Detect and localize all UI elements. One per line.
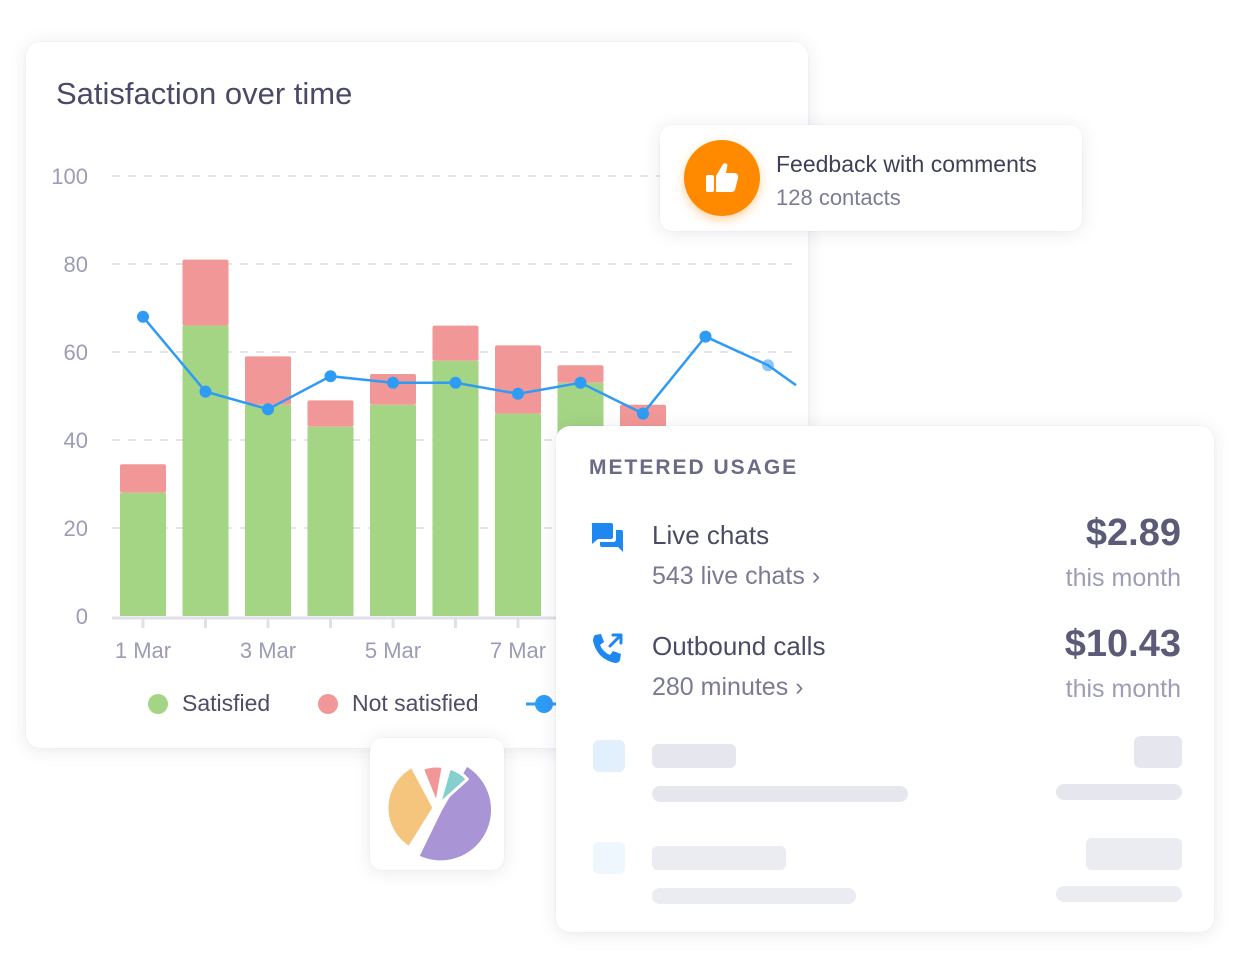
feedback-card[interactable]: Feedback with comments 128 contacts — [660, 125, 1082, 231]
outbound-calls-link[interactable]: 280 minutes › — [652, 673, 804, 701]
legend-swatch-satisfied — [148, 693, 168, 714]
feedback-title: Feedback with comments — [776, 151, 1037, 177]
trend-point[interactable] — [762, 359, 774, 372]
y-tick-label: 40 — [64, 428, 88, 453]
trend-point[interactable] — [137, 310, 149, 323]
legend-label-not-satisfied: Not satisfied — [352, 690, 479, 716]
placeholder-title — [652, 744, 736, 768]
bar-satisfied[interactable] — [182, 325, 229, 616]
bar-not-satisfied[interactable] — [182, 259, 229, 326]
feedback-contacts-count: 128 contacts — [776, 185, 901, 210]
x-tick-label: 3 Mar — [240, 638, 296, 663]
pie-slice — [420, 764, 445, 806]
metered-usage-card: METERED USAGE Live chats 543 live chats … — [556, 426, 1214, 932]
bar-satisfied[interactable] — [245, 404, 291, 616]
trend-point[interactable] — [574, 376, 587, 389]
chat-bubbles-icon — [591, 523, 623, 552]
thumbs-up-icon — [684, 140, 760, 216]
placeholder-subtitle — [652, 888, 856, 904]
pie-slice — [437, 766, 469, 807]
bar-satisfied[interactable] — [495, 413, 541, 616]
trend-point[interactable] — [199, 385, 212, 398]
bar-not-satisfied[interactable] — [307, 400, 354, 427]
live-chats-title: Live chats — [652, 520, 770, 550]
bar-satisfied[interactable] — [432, 360, 479, 616]
outbound-calls-period: this month — [1065, 675, 1181, 703]
bar-not-satisfied[interactable] — [432, 325, 479, 361]
x-tick-label: 5 Mar — [365, 638, 421, 663]
bar-satisfied[interactable] — [120, 492, 166, 616]
placeholder-period — [1056, 784, 1182, 800]
bar-not-satisfied[interactable] — [245, 356, 291, 405]
bar-not-satisfied[interactable] — [557, 365, 604, 383]
pie-chart — [385, 763, 495, 864]
trend-point[interactable] — [512, 387, 524, 400]
legend-label-satisfied: Satisfied — [182, 690, 271, 716]
placeholder-title — [652, 846, 786, 870]
outbound-calls-amount: $10.43 — [1064, 623, 1181, 665]
y-tick-label: 0 — [76, 604, 88, 629]
bar-not-satisfied[interactable] — [495, 345, 541, 414]
live-chats-amount: $2.89 — [1085, 512, 1181, 554]
placeholder-subtitle — [652, 786, 908, 802]
placeholder-amount — [1134, 736, 1182, 768]
metered-usage-heading: METERED USAGE — [589, 456, 799, 479]
live-chats-link[interactable]: 543 live chats › — [652, 562, 821, 590]
bar-satisfied[interactable] — [307, 426, 354, 616]
trend-line — [142, 315, 797, 416]
legend-item-satisfied[interactable]: Satisfied — [148, 690, 270, 717]
chart-title: Satisfaction over time — [56, 76, 353, 111]
outbound-call-icon — [593, 633, 623, 663]
trend-point[interactable] — [699, 330, 712, 343]
trend-point[interactable] — [637, 407, 649, 420]
usage-row-outbound-calls[interactable]: Outbound calls 280 minutes › $10.43 this… — [556, 623, 1214, 723]
bar-satisfied[interactable] — [370, 404, 416, 616]
x-tick-label: 1 Mar — [115, 638, 171, 663]
pie-slice — [385, 764, 436, 850]
outbound-calls-title: Outbound calls — [652, 631, 826, 661]
trend-point[interactable] — [324, 370, 337, 383]
pie-chart-card — [370, 738, 504, 870]
legend-item-not-satisfied[interactable]: Not satisfied — [318, 690, 479, 717]
y-tick-label: 100 — [51, 164, 88, 189]
x-tick-label: 7 Mar — [490, 638, 546, 663]
placeholder-amount — [1086, 838, 1182, 870]
y-tick-label: 60 — [64, 340, 88, 365]
placeholder-icon — [593, 740, 625, 772]
bar-not-satisfied[interactable] — [120, 464, 166, 493]
legend-swatch-not-satisfied — [318, 693, 338, 714]
trend-point[interactable] — [449, 376, 462, 389]
placeholder-icon — [593, 842, 625, 874]
live-chats-period: this month — [1065, 564, 1181, 592]
trend-point[interactable] — [262, 403, 274, 416]
trend-point[interactable] — [387, 376, 399, 389]
y-tick-label: 80 — [64, 252, 88, 277]
usage-row-live-chats[interactable]: Live chats 543 live chats › $2.89 this m… — [556, 512, 1214, 612]
y-tick-label: 20 — [64, 516, 88, 541]
placeholder-period — [1056, 886, 1182, 902]
pie-slice — [416, 763, 495, 864]
